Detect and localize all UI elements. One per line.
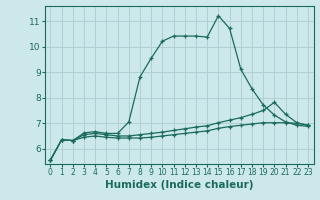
X-axis label: Humidex (Indice chaleur): Humidex (Indice chaleur) xyxy=(105,180,253,190)
